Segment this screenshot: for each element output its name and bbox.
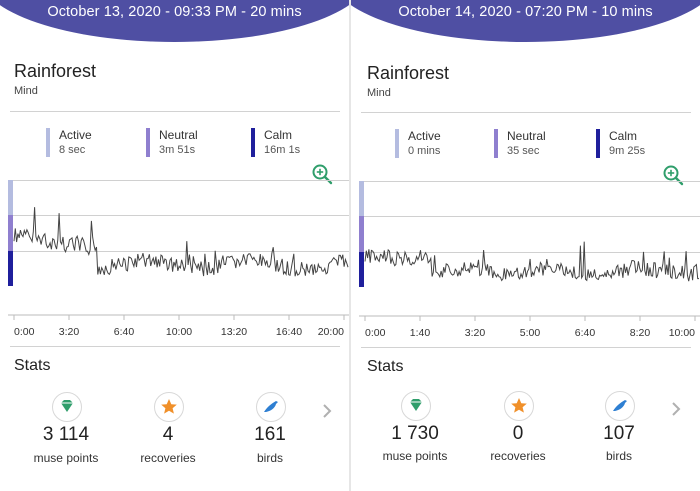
divider-line [10, 346, 340, 347]
time-axis-svg: 0:00 1:40 3:20 5:00 6:40 8:20 10:00 [359, 315, 700, 339]
gem-icon [52, 392, 82, 422]
recoveries-label: recoveries [490, 449, 546, 463]
legend-active-swatch [46, 128, 50, 157]
tick-label: 20:00 [318, 326, 344, 338]
tick-label: 16:40 [276, 326, 302, 338]
birds-label: birds [605, 449, 632, 463]
waveform-line [364, 241, 699, 282]
time-axis: 0:00 3:20 6:40 10:00 13:20 16:40 20:00 [8, 314, 349, 342]
legend-label: Neutral [507, 129, 546, 143]
legend-label: Calm [609, 129, 638, 143]
tick-label: 10:00 [669, 327, 695, 339]
muse-points-value: 3 114 [42, 424, 90, 445]
birds-label: birds [256, 451, 283, 465]
tick-label: 5:00 [520, 327, 541, 339]
waveform-line [13, 207, 349, 277]
state-active-band [359, 181, 364, 216]
legend-value: 9m 25s [609, 145, 646, 157]
legend-calm-swatch [251, 128, 255, 157]
state-neutral-band [8, 215, 13, 251]
tick-label: 0:00 [365, 327, 386, 339]
tick-label: 3:20 [465, 327, 486, 339]
zoom-in-icon[interactable] [311, 163, 333, 185]
legend-calm-swatch [596, 129, 600, 158]
tick-label: 0:00 [14, 326, 35, 338]
session-header: October 13, 2020 - 09:33 PM - 20 mins [47, 4, 302, 20]
session-header: October 14, 2020 - 07:20 PM - 10 mins [398, 4, 653, 20]
legend-value: 3m 51s [159, 144, 196, 156]
gem-icon [401, 391, 431, 421]
bird-icon [605, 391, 635, 421]
state-active-band [8, 180, 13, 215]
muse-points-label: muse points [382, 449, 448, 463]
legend-label: Active [408, 129, 441, 143]
panel-divider [349, 0, 351, 491]
session-subtitle: Mind [367, 87, 391, 99]
state-neutral-band [359, 216, 364, 252]
tick-label: 1:40 [410, 327, 431, 339]
legend-label: Calm [264, 128, 293, 142]
mind-waveform [8, 180, 349, 286]
session-panel-right: October 14, 2020 - 07:20 PM - 10 mins Ra… [351, 0, 700, 491]
star-icon [154, 392, 184, 422]
tick-label: 13:20 [221, 326, 247, 338]
legend-label: Active [59, 128, 92, 142]
divider-line [361, 347, 691, 348]
legend-neutral-swatch [494, 129, 498, 158]
stats-title: Stats [367, 358, 404, 375]
legend-value: 16m 1s [264, 144, 301, 156]
legend-label: Neutral [159, 128, 198, 142]
session-subtitle: Mind [14, 85, 38, 97]
recoveries-label: recoveries [140, 451, 196, 465]
tick-label: 6:40 [114, 326, 135, 338]
tick-label: 3:20 [59, 326, 80, 338]
divider-line [10, 111, 340, 112]
stats-title: Stats [14, 357, 51, 374]
session-panel-left: October 13, 2020 - 09:33 PM - 20 mins Ra… [0, 0, 349, 491]
mind-waveform [359, 181, 700, 287]
state-calm-band [359, 252, 364, 287]
birds-value: 107 [603, 423, 635, 444]
recoveries-value: 4 [162, 424, 174, 445]
bird-icon [256, 392, 286, 422]
state-calm-band [8, 251, 13, 286]
chevron-right-icon[interactable] [321, 402, 333, 420]
chevron-right-icon[interactable] [670, 400, 682, 418]
legend-neutral-swatch [146, 128, 150, 157]
mind-chart [8, 180, 349, 286]
tick-label: 10:00 [166, 326, 192, 338]
legend-value: 35 sec [507, 145, 540, 157]
legend-active-swatch [395, 129, 399, 158]
muse-points-value: 1 730 [391, 423, 439, 444]
session-title: Rainforest [14, 61, 97, 81]
muse-points-label: muse points [33, 451, 99, 465]
recoveries-value: 0 [512, 423, 524, 444]
legend-value: 8 sec [59, 144, 86, 156]
legend-value: 0 mins [408, 145, 441, 157]
time-axis-svg: 0:00 3:20 6:40 10:00 13:20 16:40 20:00 [8, 314, 349, 338]
mind-chart [359, 181, 700, 287]
tick-label: 6:40 [575, 327, 596, 339]
time-axis: 0:00 1:40 3:20 5:00 6:40 8:20 10:00 [359, 315, 700, 343]
birds-value: 161 [254, 424, 286, 445]
tick-label: 8:20 [630, 327, 651, 339]
star-icon [504, 391, 534, 421]
divider-line [361, 112, 691, 113]
session-title: Rainforest [367, 63, 450, 83]
